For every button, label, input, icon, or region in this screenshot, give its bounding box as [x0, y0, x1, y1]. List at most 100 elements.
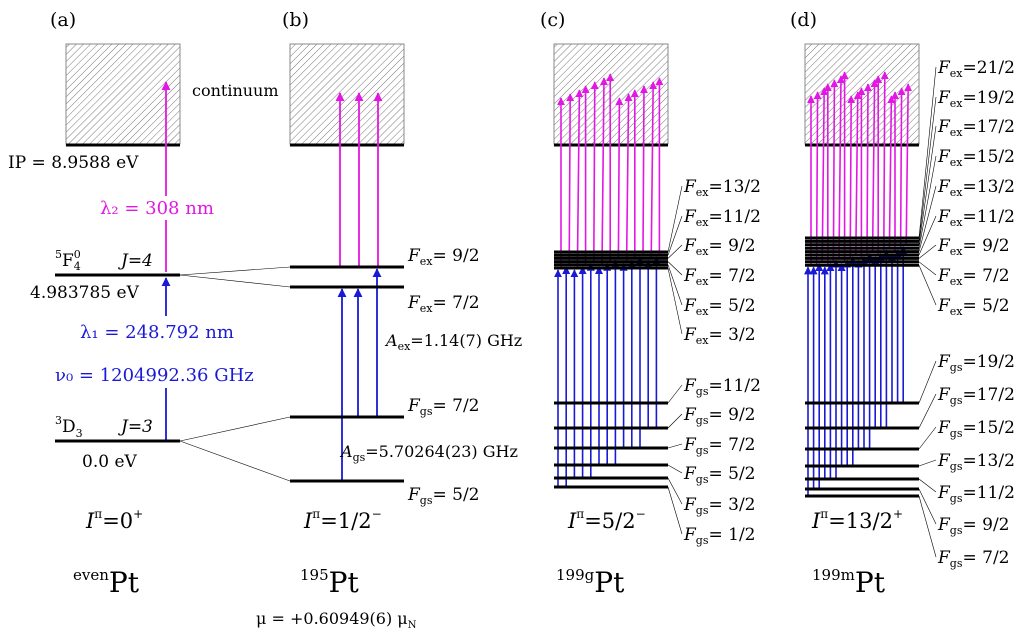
continuum-box-a [65, 43, 181, 145]
connector-gs-lower [179, 440, 291, 482]
ionization-arrow [836, 75, 845, 259]
levels-c [554, 250, 668, 489]
nuclear-spin-d: Iπ=13/2+ [811, 507, 903, 533]
F-ex-label-d: Fex=19/2 [937, 88, 1015, 110]
label-leader [918, 488, 937, 525]
A-gs-label: Ags=5.70264(23) GHz [339, 442, 518, 464]
connector-gs-upper [179, 416, 291, 442]
F-gs-label-d: Fgs=19/2 [937, 352, 1015, 374]
panel-c-tag: (c) [540, 9, 565, 31]
F-ex-label-c: Fex= 3/2 [683, 325, 756, 347]
laser-arrows-b [335, 92, 383, 481]
F-gs-label-c: Fgs= 7/2 [683, 435, 756, 457]
F-ex-label-d: Fex= 5/2 [937, 296, 1010, 318]
ionization-arrow [904, 83, 913, 245]
F-gs-label-c: Fgs= 9/2 [683, 405, 756, 427]
F-ex-label-d: Fex=21/2 [937, 58, 1015, 80]
F-gs-label-b: Fgs= 7/2 [407, 396, 480, 418]
nuclear-spin-a: Iπ=0+ [85, 507, 143, 533]
panel-b: (b) continuum Fex= 9/2 Fex= 7/2 Aex=1.14… [192, 9, 522, 631]
ionization-arrow [649, 81, 658, 259]
F-ex-label-c: Fex= 5/2 [683, 296, 756, 318]
ionization-arrow [820, 87, 829, 262]
ionization-arrow [590, 81, 599, 262]
F-ex-label-b: Fex= 9/2 [407, 246, 480, 268]
F-gs-label-d: Fgs=11/2 [937, 483, 1015, 505]
F-gs-label-c: Fgs= 1/2 [683, 525, 756, 547]
ionization-arrow [853, 91, 862, 256]
label-leader [667, 477, 683, 505]
panel-a: (a) IP = 8.9588 eV λ₂ = 308 nm 5F0 4 J=4 … [8, 9, 285, 599]
F-ex-label-d: Fex=13/2 [937, 177, 1015, 199]
F-gs-label-d: Fgs= 9/2 [937, 515, 1010, 537]
label-leader [667, 384, 683, 404]
continuum-label: continuum [192, 81, 279, 100]
label-leader [667, 185, 683, 253]
ionization-arrow [830, 79, 839, 262]
F-ex-label-d: Fex=11/2 [937, 207, 1015, 229]
ionization-arrow [575, 89, 584, 269]
panel-d: (d) Fex=21/2 Fex=19/2 Fex=17/2 Fex=15/2 … [790, 9, 1015, 599]
upper-energy-label: 4.983785 eV [30, 283, 140, 303]
nu0-label: ν₀ = 1204992.36 GHz [55, 365, 254, 386]
F-ex-label-c: Fex=11/2 [683, 207, 761, 229]
label-leader [667, 267, 683, 335]
ionization-arrow [887, 95, 896, 249]
F-gs-label-d: Fgs=17/2 [937, 385, 1015, 407]
label-leader [667, 215, 683, 256]
label-leader [918, 393, 937, 429]
label-leader [667, 244, 683, 259]
F-ex-label-d: Fex=15/2 [937, 147, 1015, 169]
panel-d-tag: (d) [790, 9, 817, 31]
F-ex-label-c: Fex= 7/2 [683, 266, 756, 288]
F-ex-label-b: Fex= 7/2 [407, 293, 480, 315]
ionization-arrow [599, 77, 608, 265]
label-leader [667, 261, 683, 276]
label-leader [918, 155, 937, 249]
label-leaders-d [918, 66, 937, 558]
connector-ex-lower [179, 274, 291, 288]
levels-d [805, 236, 919, 498]
continuum-box-b [289, 43, 405, 145]
F-gs-label-c: Fgs=11/2 [683, 376, 761, 398]
F-gs-label-d: Fgs=15/2 [937, 418, 1015, 440]
F-ex-label-d: Fex= 9/2 [937, 236, 1010, 258]
lower-term-label: 3D3 [55, 414, 83, 440]
F-ex-label-c: Fex= 9/2 [683, 236, 756, 258]
panel-c: (c) Fex=13/2 Fex=11/2 Fex= 9/2 Fex= 7/2 … [540, 9, 761, 599]
ionization-arrow [870, 79, 879, 252]
label-leaders-c [667, 185, 683, 535]
label-leader [918, 66, 937, 239]
label-leader [667, 264, 683, 306]
F-gs-label-c: Fgs= 5/2 [683, 464, 756, 486]
label-leader [667, 413, 683, 429]
nuclear-spin-c: Iπ=5/2− [567, 507, 646, 533]
laser-arrows-d [804, 71, 913, 496]
ionization-arrow [624, 93, 633, 262]
ionization-arrow [897, 87, 906, 249]
laser-arrows-c [554, 73, 664, 487]
ionization-arrow [813, 91, 822, 266]
label-leader [667, 486, 683, 535]
lambda1-label: λ₁ = 248.792 nm [80, 322, 234, 343]
isotope-label-a: evenPt [73, 566, 140, 599]
F-ex-label-d: Fex=17/2 [937, 117, 1015, 139]
upper-J-label: J=4 [118, 251, 153, 271]
label-leader [918, 125, 937, 245]
label-leader [918, 261, 937, 276]
ionization-arrow [880, 71, 889, 252]
lower-J-label: J=3 [118, 417, 153, 437]
lambda2-label: λ₂ = 308 nm [100, 198, 214, 219]
label-leader [918, 495, 937, 558]
ionization-arrow [566, 93, 575, 265]
F-ex-label-c: Fex=13/2 [683, 177, 761, 199]
label-leader [918, 426, 937, 450]
magnetic-moment-label: μ = +0.60949(6) μN [256, 609, 417, 631]
label-leader [918, 185, 937, 252]
ionization-potential-label: IP = 8.9588 eV [8, 153, 139, 173]
label-leader [918, 478, 937, 493]
label-leader [918, 459, 937, 467]
ionization-arrow [863, 83, 872, 256]
label-leader [667, 443, 683, 449]
